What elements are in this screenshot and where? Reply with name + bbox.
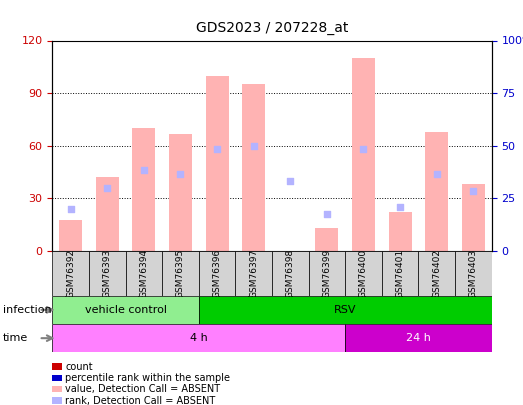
Bar xyxy=(59,220,82,251)
FancyBboxPatch shape xyxy=(309,251,345,296)
Point xyxy=(359,146,368,153)
Bar xyxy=(315,228,338,251)
Text: GSM76398: GSM76398 xyxy=(285,253,295,306)
Point xyxy=(213,146,221,153)
Point xyxy=(176,171,185,177)
Point xyxy=(433,171,441,177)
Text: infection: infection xyxy=(3,305,51,315)
Text: GSM76399: GSM76399 xyxy=(322,253,332,306)
Bar xyxy=(352,58,375,251)
Point xyxy=(103,185,111,191)
Point xyxy=(323,211,331,217)
Point xyxy=(396,204,404,211)
Text: GSM76403: GSM76403 xyxy=(468,253,479,306)
Text: GSM76393: GSM76393 xyxy=(103,249,112,298)
Text: GSM76399: GSM76399 xyxy=(322,249,332,298)
Point xyxy=(140,167,148,174)
Text: GSM76392: GSM76392 xyxy=(66,249,75,298)
FancyBboxPatch shape xyxy=(199,296,492,324)
Text: GSM76393: GSM76393 xyxy=(102,253,112,306)
Text: GSM76402: GSM76402 xyxy=(432,249,441,298)
Text: GSM76401: GSM76401 xyxy=(395,253,405,306)
Text: GSM76395: GSM76395 xyxy=(176,249,185,298)
Text: GSM76401: GSM76401 xyxy=(395,249,405,298)
FancyBboxPatch shape xyxy=(162,251,199,296)
Bar xyxy=(242,84,265,251)
Text: GSM76396: GSM76396 xyxy=(212,249,222,298)
Text: GSM76397: GSM76397 xyxy=(248,253,259,306)
Text: 4 h: 4 h xyxy=(190,333,208,343)
Text: GSM76394: GSM76394 xyxy=(139,249,149,298)
Text: time: time xyxy=(3,333,28,343)
FancyBboxPatch shape xyxy=(455,251,492,296)
Text: rank, Detection Call = ABSENT: rank, Detection Call = ABSENT xyxy=(65,396,215,405)
Point xyxy=(469,188,477,195)
Text: count: count xyxy=(65,362,93,371)
Text: GSM76394: GSM76394 xyxy=(139,253,149,306)
Text: 24 h: 24 h xyxy=(406,333,431,343)
Text: GSM76392: GSM76392 xyxy=(65,253,76,306)
Text: value, Detection Call = ABSENT: value, Detection Call = ABSENT xyxy=(65,384,221,394)
FancyBboxPatch shape xyxy=(89,251,126,296)
FancyBboxPatch shape xyxy=(235,251,272,296)
Text: GSM76403: GSM76403 xyxy=(469,249,478,298)
Text: RSV: RSV xyxy=(334,305,357,315)
Bar xyxy=(206,76,229,251)
FancyBboxPatch shape xyxy=(272,251,309,296)
Text: GSM76400: GSM76400 xyxy=(358,253,369,306)
Bar xyxy=(462,184,485,251)
Bar xyxy=(169,134,192,251)
Point xyxy=(286,178,294,184)
FancyBboxPatch shape xyxy=(345,324,510,352)
Bar xyxy=(96,177,119,251)
FancyBboxPatch shape xyxy=(345,251,382,296)
FancyBboxPatch shape xyxy=(382,251,418,296)
FancyBboxPatch shape xyxy=(52,324,345,352)
Bar xyxy=(132,128,155,251)
Text: GSM76396: GSM76396 xyxy=(212,253,222,306)
Text: GSM76395: GSM76395 xyxy=(175,253,186,306)
Bar xyxy=(425,132,448,251)
FancyBboxPatch shape xyxy=(52,251,89,296)
Point xyxy=(249,143,258,149)
Point xyxy=(66,206,75,212)
Text: GSM76397: GSM76397 xyxy=(249,249,258,298)
Text: percentile rank within the sample: percentile rank within the sample xyxy=(65,373,230,383)
Title: GDS2023 / 207228_at: GDS2023 / 207228_at xyxy=(196,21,348,35)
Bar xyxy=(389,213,412,251)
Text: vehicle control: vehicle control xyxy=(85,305,166,315)
FancyBboxPatch shape xyxy=(126,251,162,296)
FancyBboxPatch shape xyxy=(52,296,199,324)
FancyBboxPatch shape xyxy=(199,251,235,296)
Text: GSM76402: GSM76402 xyxy=(431,253,442,306)
Text: GSM76398: GSM76398 xyxy=(286,249,295,298)
FancyBboxPatch shape xyxy=(418,251,455,296)
Text: GSM76400: GSM76400 xyxy=(359,249,368,298)
